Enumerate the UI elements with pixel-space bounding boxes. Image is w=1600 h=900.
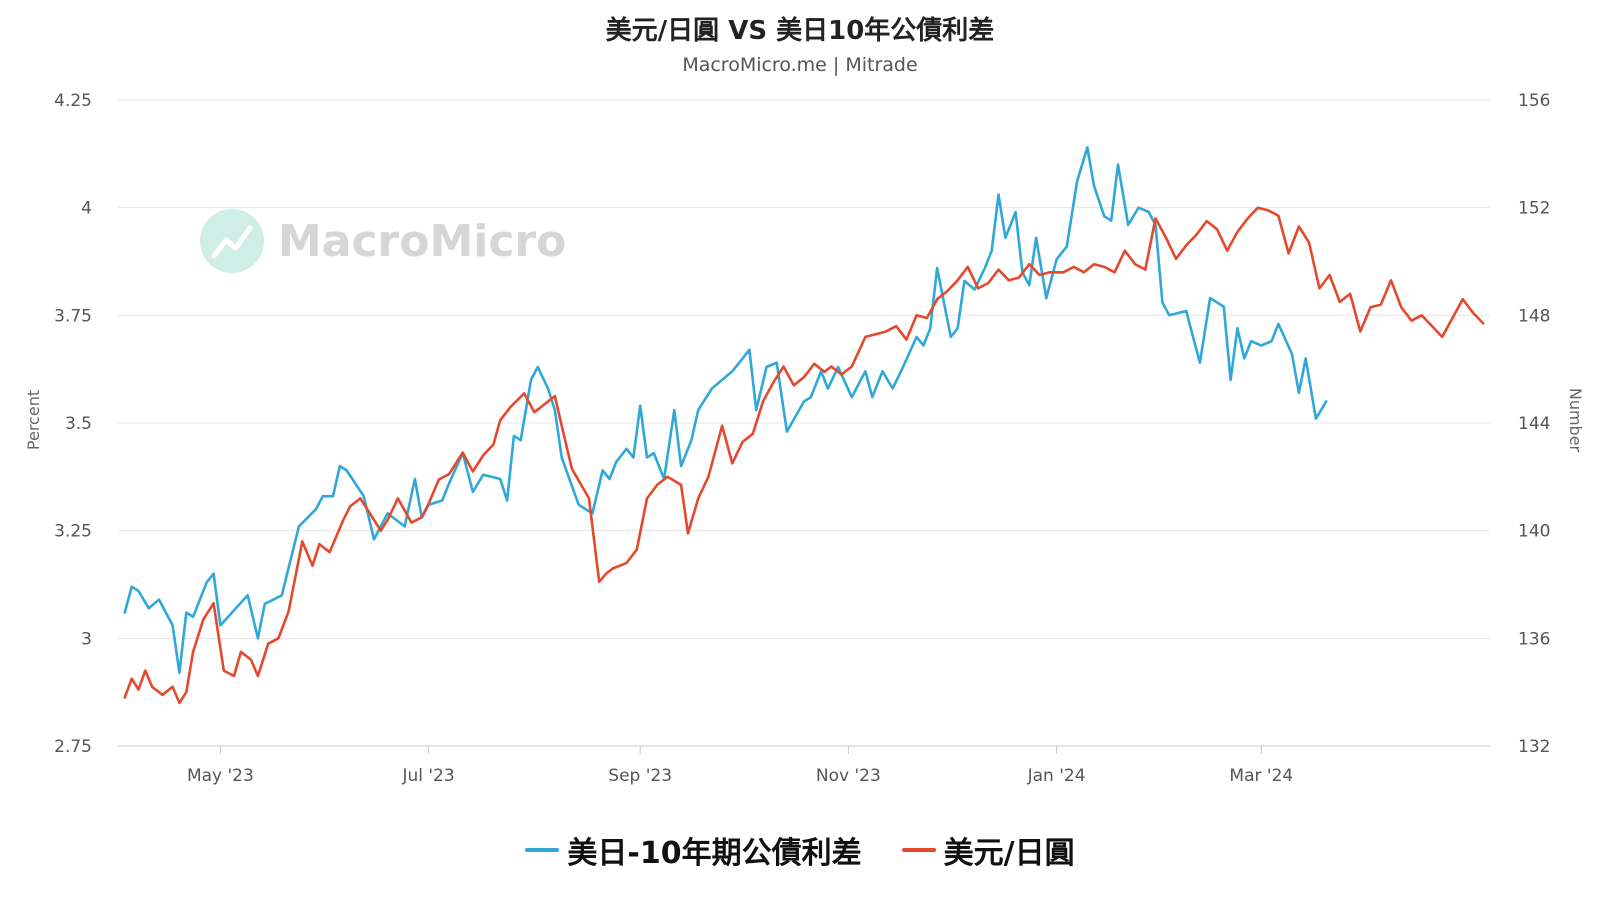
x-axis: May '23 Jul '23 Sep '23 Nov '23 Jan '24 Mar '… — [187, 746, 1293, 786]
y-left-tick-label: 4.25 — [54, 91, 92, 111]
legend-label-spread: 美日-10年期公債利差 — [567, 836, 862, 871]
y-axis-left: 4.25 4 3.75 3.5 3.25 3 2.75 — [54, 91, 92, 757]
y-left-tick-label: 3 — [81, 629, 92, 649]
y-left-tick-label: 3.5 — [65, 414, 92, 434]
y-right-tick-label: 136 — [1518, 629, 1550, 649]
x-tick-label: Jan '24 — [1027, 766, 1086, 786]
chart-title: 美元/日圓 VS 美日10年公債利差 — [605, 16, 995, 46]
legend-item-spread[interactable]: 美日-10年期公債利差 — [525, 828, 862, 872]
grid-lines — [118, 99, 1490, 747]
y-right-tick-label: 152 — [1518, 199, 1550, 219]
legend-swatch-usdjpy — [901, 848, 936, 852]
legend-label-usdjpy: 美元/日圓 — [943, 836, 1075, 871]
watermark-icon — [200, 209, 264, 273]
watermark-icon-stroke — [211, 225, 253, 259]
y-right-tick-label: 148 — [1518, 306, 1550, 326]
y-axis-right: 156 152 148 144 140 136 132 — [1518, 91, 1550, 757]
legend: 美日-10年期公債利差 美元/日圓 — [0, 828, 1600, 872]
legend-item-usdjpy[interactable]: 美元/日圓 — [901, 828, 1075, 872]
chart-subtitle: MacroMicro.me | Mitrade — [682, 54, 918, 76]
y-right-tick-label: 140 — [1518, 522, 1550, 542]
y-left-tick-label: 3.75 — [54, 306, 92, 326]
y-right-tick-label: 132 — [1518, 737, 1550, 757]
series-line-usdjpy — [123, 206, 1485, 705]
legend-swatch-spread — [525, 848, 560, 852]
chart-svg: MacroMicro May '23 Jul '23 Sep '23 Nov '23 J… — [24, 91, 1585, 786]
y-right-tick-label: 144 — [1518, 414, 1550, 434]
watermark-logo: MacroMicro — [200, 209, 566, 273]
watermark-text: MacroMicro — [278, 216, 566, 267]
y-right-tick-label: 156 — [1518, 91, 1550, 111]
x-tick-label: Sep '23 — [608, 766, 672, 786]
y-left-tick-label: 3.25 — [54, 522, 92, 542]
y-left-tick-label: 2.75 — [54, 737, 92, 757]
x-tick-label: Nov '23 — [816, 766, 881, 786]
series-lines — [123, 146, 1485, 705]
x-tick-label: Jul '23 — [401, 766, 454, 786]
y-left-tick-label: 4 — [81, 199, 92, 219]
y-axis-left-title: Percent — [24, 390, 43, 450]
y-axis-right-title: Number — [1566, 388, 1585, 453]
series-line-spread — [123, 146, 1328, 675]
x-tick-label: Mar '24 — [1229, 766, 1293, 786]
x-tick-label: May '23 — [187, 766, 254, 786]
